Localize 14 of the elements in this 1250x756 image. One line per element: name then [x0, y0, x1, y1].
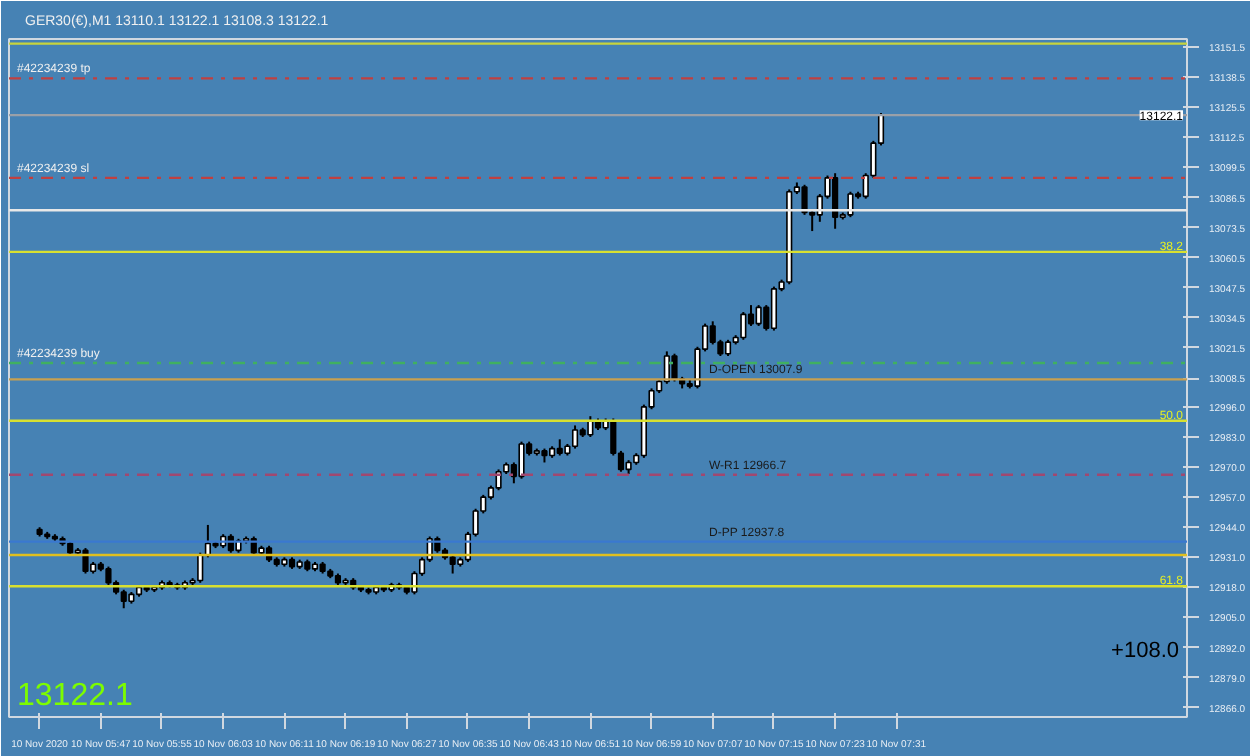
candlestick: [82, 547, 89, 575]
candlestick: [755, 304, 762, 327]
annotation: +108.0: [1111, 639, 1179, 663]
candlestick: [120, 588, 127, 610]
candlestick: [740, 311, 747, 341]
candlestick: [518, 440, 525, 480]
candlestick: [847, 190, 854, 219]
candlestick: [449, 554, 456, 575]
candlestick: [832, 172, 839, 230]
candlestick: [571, 424, 579, 450]
candlestick: [770, 285, 778, 332]
candlestick: [105, 565, 112, 587]
candlestick: [197, 551, 204, 584]
annotation: 13122.1: [17, 679, 133, 713]
